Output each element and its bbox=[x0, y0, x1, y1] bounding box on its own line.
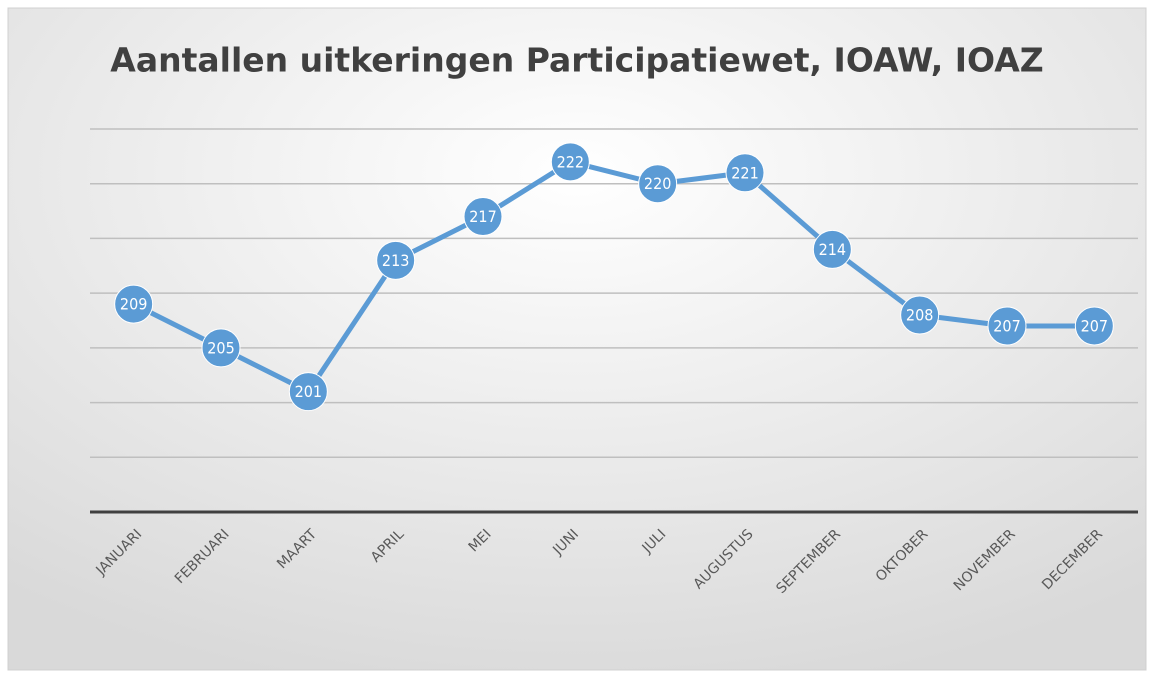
data-label: 222 bbox=[557, 152, 584, 171]
marker bbox=[288, 372, 328, 412]
chart-title: Aantallen uitkeringen Participatiewet, I… bbox=[110, 41, 1043, 80]
data-label: 213 bbox=[382, 251, 409, 270]
data-label: 208 bbox=[906, 306, 933, 325]
chart-background bbox=[7, 7, 1147, 671]
marker bbox=[114, 284, 154, 324]
data-label: 209 bbox=[120, 295, 147, 314]
marker bbox=[201, 328, 241, 368]
marker bbox=[550, 142, 590, 182]
marker bbox=[812, 229, 852, 269]
data-label: 207 bbox=[1081, 316, 1108, 335]
data-label: 214 bbox=[819, 240, 846, 259]
data-label: 221 bbox=[731, 163, 758, 182]
marker bbox=[638, 164, 678, 204]
data-label: 217 bbox=[469, 207, 496, 226]
marker bbox=[376, 240, 416, 280]
marker bbox=[987, 306, 1027, 346]
marker bbox=[1074, 306, 1114, 346]
marker bbox=[900, 295, 940, 335]
marker bbox=[463, 197, 503, 237]
data-label: 205 bbox=[207, 338, 234, 357]
marker bbox=[725, 153, 765, 193]
data-label: 207 bbox=[993, 316, 1020, 335]
data-label: 220 bbox=[644, 174, 671, 193]
data-label: 201 bbox=[295, 382, 322, 401]
